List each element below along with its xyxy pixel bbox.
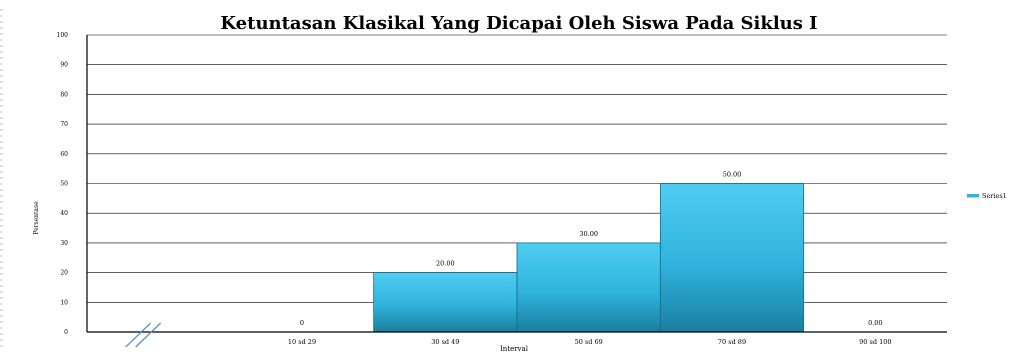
gridlines [87, 34, 947, 303]
data-label: 30.00 [579, 230, 598, 238]
x-axis-label: Interval [500, 345, 529, 353]
data-label: 50.00 [723, 171, 742, 179]
data-labels: 0 20.00 30.00 50.00 0.00 [300, 171, 883, 328]
legend-swatch [967, 194, 979, 198]
y-tick-label: 40 [60, 210, 68, 217]
y-tick-label: 30 [60, 240, 68, 247]
y-tick-label: 100 [57, 32, 69, 39]
axes: 0 10 20 30 40 50 60 70 80 90 100 10 sd 29 30 sd 49 50… [0, 9, 947, 348]
legend-label: Series1 [982, 192, 1007, 200]
y-tick-label: 70 [60, 121, 68, 128]
x-tick-label: 90 sd 100 [859, 338, 891, 346]
y-tick-label: 80 [60, 91, 68, 98]
bars [373, 183, 805, 333]
x-tick-label: 10 sd 29 [288, 338, 316, 346]
y-tick-label: 20 [60, 270, 68, 277]
axis-break-mark [135, 322, 162, 348]
y-tick-label: 50 [60, 181, 68, 188]
data-label: 0 [300, 319, 304, 327]
legend: Series1 [967, 192, 1007, 200]
data-label: 0.00 [868, 319, 882, 327]
axis-break-mark [125, 322, 152, 348]
x-tick-label: 50 sd 69 [575, 338, 603, 346]
x-tick-label: 30 sd 49 [431, 338, 459, 346]
y-tick-label: 60 [60, 151, 68, 158]
chart-title: Ketuntasan Klasikal Yang Dicapai Oleh Si… [220, 13, 817, 34]
y-tick-label: 0 [64, 329, 68, 336]
bar [373, 272, 518, 333]
bar [659, 183, 805, 333]
bar [516, 242, 661, 333]
y-tick-label: 10 [60, 299, 68, 306]
data-label: 20.00 [436, 260, 455, 268]
y-axis-label: Persentase [33, 201, 40, 235]
y-tick-label: 90 [60, 62, 68, 69]
x-tick-label: 70 sd 89 [718, 338, 746, 346]
